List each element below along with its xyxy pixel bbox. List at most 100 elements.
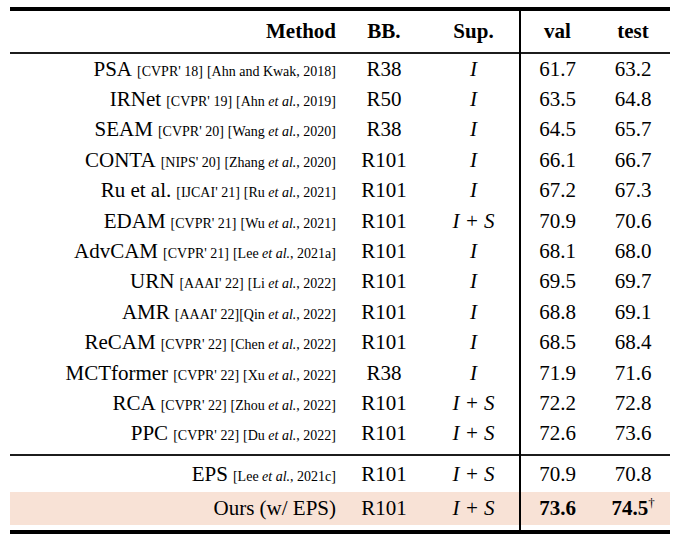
val-score: 61.7 <box>519 59 596 80</box>
backbone-value: R38 <box>340 363 428 384</box>
method-name: EPS <box>192 462 228 486</box>
method-cell: Ru et al.[IJCAI' 21][Ru et al., 2021] <box>10 180 340 201</box>
val-score: 68.5 <box>519 332 596 353</box>
test-score: 69.1 <box>596 302 670 323</box>
citation: [CVPR' 22][Du et al., 2022] <box>173 428 336 443</box>
table-row: EPS[Lee et al., 2021c] R101 I + S 70.9 7… <box>10 456 670 492</box>
test-score-number: 68.0 <box>615 239 652 263</box>
citation-etal: et al. <box>268 276 296 291</box>
backbone-value: R101 <box>340 464 428 485</box>
citation-year: , 2020] <box>296 124 336 139</box>
method-name: Ru et al. <box>101 178 172 202</box>
method-cell: URN[AAAI' 22][Li et al., 2022] <box>10 271 340 292</box>
citation-venue: [CVPR' 22] <box>161 398 227 413</box>
supervision-value: I + S <box>428 393 519 414</box>
column-divider-line <box>519 11 521 530</box>
citation-etal: et al. <box>262 469 290 484</box>
test-score: 63.2 <box>596 59 670 80</box>
citation: [AAAI' 22][Qin et al., 2022] <box>175 307 336 322</box>
citation: [CVPR' 21][Lee et al., 2021a] <box>163 246 336 261</box>
val-score: 71.9 <box>519 363 596 384</box>
table-row: IRNet[CVPR' 19][Ahn et al., 2019] R50 I … <box>10 84 670 114</box>
citation: [CVPR' 22][Xu et al., 2022] <box>173 368 336 383</box>
backbone-value: R101 <box>340 302 428 323</box>
test-score: 67.3 <box>596 180 670 201</box>
method-name: AdvCAM <box>74 239 158 263</box>
citation-authors: [Ahn <box>236 94 268 109</box>
method-name: PSA <box>93 57 132 81</box>
citation-authors: [Li <box>248 276 269 291</box>
citation-venue: [CVPR' 20] <box>158 124 224 139</box>
supervision-value: I <box>428 332 519 353</box>
citation: [NIPS' 20][Zhang et al., 2020] <box>161 155 336 170</box>
citation-authors: [Chen <box>231 337 269 352</box>
citation-authors: [Ahn and Kwak, 2018] <box>207 64 336 79</box>
citation-etal: et al. <box>268 185 296 200</box>
col-header-backbone: BB. <box>340 21 428 42</box>
supervision-value: I + S <box>428 211 519 232</box>
citation-authors: [Zhang <box>224 155 268 170</box>
method-cell: IRNet[CVPR' 19][Ahn et al., 2019] <box>10 89 340 110</box>
results-table: Method BB. Sup. val test PSA [CVPR' 18][A… <box>10 7 670 534</box>
citation-year: , 2022] <box>296 398 336 413</box>
test-score: 68.4 <box>596 332 670 353</box>
backbone-value: R101 <box>340 180 428 201</box>
citation-etal: et al. <box>268 398 296 413</box>
test-score: 65.7 <box>596 119 670 140</box>
citation-venue: [IJCAI' 21] <box>176 185 240 200</box>
test-score-number: 73.6 <box>615 421 652 445</box>
method-cell: EDAM[CVPR' 21][Wu et al., 2021] <box>10 211 340 232</box>
method-name: PPC <box>131 421 168 445</box>
val-score: 70.9 <box>519 464 596 485</box>
citation-venue: [AAAI' 22] <box>179 276 243 291</box>
citation-etal: et al. <box>268 337 296 352</box>
method-cell: AMR[AAAI' 22][Qin et al., 2022] <box>10 302 340 323</box>
val-score: 68.8 <box>519 302 596 323</box>
citation-authors: [Du <box>243 428 268 443</box>
val-score: 67.2 <box>519 180 596 201</box>
test-score: 64.8 <box>596 89 670 110</box>
citation: [AAAI' 22] [Li et al., 2022] <box>179 276 336 291</box>
val-score: 63.5 <box>519 89 596 110</box>
supervision-value: I + S <box>428 423 519 444</box>
val-score: 69.5 <box>519 271 596 292</box>
test-score: 70.8 <box>596 464 670 485</box>
method-cell: CONTA[NIPS' 20][Zhang et al., 2020] <box>10 150 340 171</box>
citation-year: , 2021] <box>296 216 336 231</box>
test-score-number: 69.1 <box>615 300 652 324</box>
supervision-value: I <box>428 302 519 323</box>
citation-authors: [Wu <box>241 216 269 231</box>
backbone-value: R101 <box>340 498 428 519</box>
citation-authors: [Xu <box>243 368 268 383</box>
citation-year: , 2022] <box>296 307 336 322</box>
backbone-value: R101 <box>340 271 428 292</box>
supervision-value: I <box>428 59 519 80</box>
table-bottom-section: EPS[Lee et al., 2021c] R101 I + S 70.9 7… <box>10 456 670 525</box>
table-row: EDAM[CVPR' 21][Wu et al., 2021] R101 I +… <box>10 206 670 236</box>
citation: [CVPR' 20][Wang et al., 2020] <box>158 124 336 139</box>
test-score: 68.0 <box>596 241 670 262</box>
citation-etal: et al. <box>268 428 296 443</box>
backbone-value: R101 <box>340 241 428 262</box>
citation-authors: [Lee <box>233 246 262 261</box>
test-score: 73.6 <box>596 423 670 444</box>
citation: [CVPR' 18][Ahn and Kwak, 2018] <box>137 64 336 79</box>
table-row: RCA[CVPR' 22][Zhou et al., 2022] R101 I … <box>10 388 670 418</box>
col-header-method: Method <box>10 21 340 42</box>
citation-year: , 2021a] <box>290 246 336 261</box>
test-score-number: 70.6 <box>615 209 652 233</box>
citation-year: , 2022] <box>296 276 336 291</box>
test-score-number: 68.4 <box>615 330 652 354</box>
supervision-value: I <box>428 150 519 171</box>
table-row: Ours (w/ EPS) R101 I + S 73.6 74.5† <box>10 492 670 525</box>
citation-etal: et al. <box>268 368 296 383</box>
method-name: IRNet <box>110 87 161 111</box>
citation-authors: [Lee <box>233 469 262 484</box>
citation-authors: [Ru <box>244 185 269 200</box>
supervision-value: I <box>428 89 519 110</box>
table-row: PSA[CVPR' 18][Ahn and Kwak, 2018] R38 I … <box>10 54 670 84</box>
test-score: 74.5† <box>596 498 670 519</box>
val-score: 72.2 <box>519 393 596 414</box>
table-header-row: Method BB. Sup. val test <box>10 11 670 52</box>
bottom-rule <box>10 530 670 534</box>
